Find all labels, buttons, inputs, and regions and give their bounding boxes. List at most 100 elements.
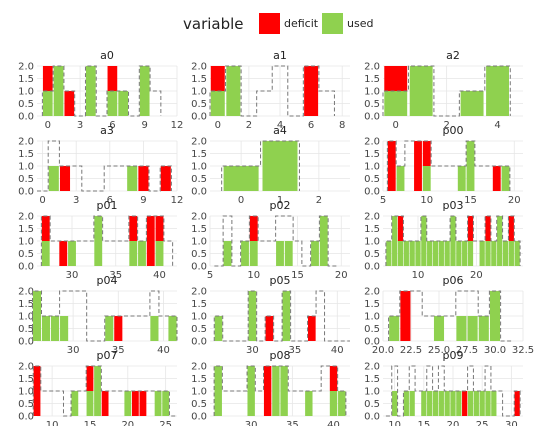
bar-used — [311, 241, 319, 266]
y-tick-label: 0.5 — [18, 399, 34, 410]
bar-used — [415, 241, 421, 266]
y-tick-label: 0.0 — [364, 412, 380, 423]
bar-used — [396, 166, 405, 191]
y-tick-label: 1.5 — [191, 299, 207, 310]
x-tick-label: 40 — [157, 345, 170, 356]
panel-a3: a3 0.0 0.51.0 1.52.0 0 3 6 9 12 — [18, 124, 183, 206]
bar-deficit — [400, 291, 411, 341]
y-tick-label: 0.0 — [191, 187, 207, 198]
y-tick-label: 1.0 — [191, 237, 207, 248]
panel-p05: p05 0.0 0.51.0 1.52.0 30 35 40 — [191, 274, 350, 356]
y-tick-label: 0.5 — [18, 249, 34, 260]
panel-title: p08 — [270, 349, 291, 362]
x-tick-label: 6 — [109, 120, 115, 131]
y-tick-label: 0.0 — [18, 262, 34, 273]
x-tick-label: 20.0 — [372, 345, 394, 356]
x-tick-label: 15 — [84, 420, 97, 426]
bar-used — [421, 391, 427, 416]
bar-deficit — [86, 366, 94, 391]
panel-p03: p03 0.0 0.51.0 1.52.0 10 20 — [364, 199, 523, 281]
bar-used — [118, 91, 128, 116]
x-tick-label: 15 — [464, 195, 477, 206]
x-tick-label: 4 — [494, 120, 500, 131]
bar-used — [389, 316, 400, 341]
y-tick-label: 0.5 — [191, 324, 207, 335]
x-tick-label: 5 — [380, 195, 386, 206]
bar-deficit — [265, 316, 274, 341]
bar-used — [262, 141, 298, 191]
bar-used — [409, 391, 415, 416]
bar-used — [223, 241, 232, 266]
bar-used — [473, 391, 479, 416]
bar-used — [248, 291, 257, 341]
x-tick-label: 20 — [470, 270, 483, 281]
capacity-outline — [385, 365, 521, 417]
y-tick-label: 1.5 — [364, 374, 380, 385]
panel-title: p07 — [97, 349, 118, 362]
y-tick-label: 2.0 — [364, 287, 380, 298]
panel-title: p05 — [270, 274, 291, 287]
y-tick-label: 0.5 — [364, 174, 380, 185]
capacity-outline — [209, 65, 335, 117]
bar-used — [386, 241, 392, 266]
bar-used — [214, 316, 223, 341]
x-tick-label: 10 — [420, 195, 433, 206]
bar-used — [457, 166, 466, 191]
y-tick-label: 1.0 — [364, 237, 380, 248]
y-tick-label: 1.5 — [191, 224, 207, 235]
bar-used — [86, 391, 94, 416]
bar-used — [479, 391, 485, 416]
y-tick-label: 1.5 — [191, 374, 207, 385]
bar-used — [105, 316, 114, 341]
y-tick-label: 1.5 — [364, 224, 380, 235]
x-tick-label: 1 — [277, 195, 283, 206]
bar-used — [226, 66, 241, 116]
panel-p06: p06 0.0 0.51.0 1.52.0 20.0 22.5 25.0 27.5 30.0 32… — [364, 274, 534, 356]
bar-used — [162, 391, 170, 416]
bar-used — [94, 366, 101, 416]
bar-used — [421, 216, 427, 266]
panel-title: a0 — [100, 49, 114, 62]
bar-used — [491, 391, 497, 416]
bar-used — [444, 391, 450, 416]
bar-used — [497, 216, 503, 266]
x-tick-label: 4 — [277, 120, 283, 131]
bar-deficit — [131, 391, 139, 416]
bar-used — [150, 316, 159, 341]
bar-deficit — [308, 316, 316, 341]
y-tick-label: 2.0 — [364, 212, 380, 223]
panel-p08: p08 0.0 0.51.0 1.52.0 30 35 40 — [191, 349, 350, 426]
bar-used — [71, 391, 79, 416]
bar-used — [508, 241, 514, 266]
bar-used — [467, 241, 474, 266]
y-tick-label: 2.0 — [191, 212, 207, 223]
y-tick-label: 0.0 — [191, 337, 207, 348]
bar-used — [53, 66, 64, 116]
y-tick-label: 0.5 — [18, 174, 34, 185]
y-tick-label: 2.0 — [364, 137, 380, 148]
bar-deficit — [59, 166, 71, 191]
y-tick-label: 1.0 — [364, 387, 380, 398]
panel-title: p00 — [443, 124, 464, 137]
x-tick-label: 25 — [476, 420, 489, 426]
bar-deficit — [263, 366, 272, 416]
bar-deficit — [101, 391, 109, 416]
bar-used — [444, 241, 450, 266]
y-tick-label: 2.0 — [364, 362, 380, 373]
bar-used — [432, 391, 439, 416]
bar-used — [329, 391, 338, 416]
capacity-outline — [41, 65, 162, 117]
y-tick-label: 1.0 — [364, 87, 380, 98]
y-tick-label: 0.0 — [364, 337, 380, 348]
bar-deficit — [514, 391, 520, 416]
bar-used — [107, 91, 118, 116]
bar-used — [432, 241, 439, 266]
x-tick-label: 40 — [331, 345, 344, 356]
x-tick-label: 10 — [388, 420, 401, 426]
bar-used — [514, 241, 520, 266]
y-tick-label: 0.0 — [191, 412, 207, 423]
y-tick-label: 0.5 — [191, 399, 207, 410]
bar-used — [485, 241, 491, 266]
bar-used — [427, 241, 433, 266]
